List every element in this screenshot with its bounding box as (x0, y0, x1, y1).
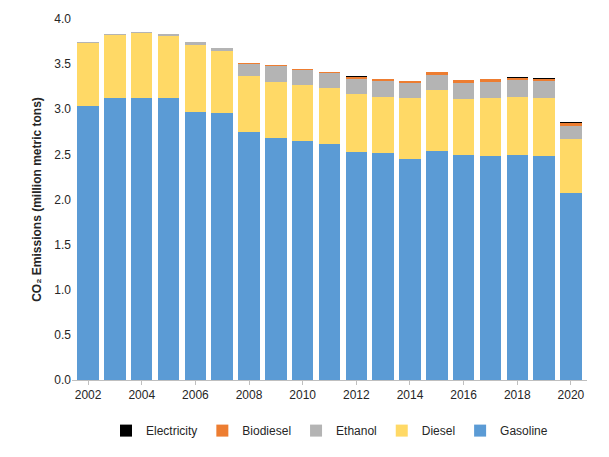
svg-text:2008: 2008 (236, 388, 263, 402)
svg-text:2.5: 2.5 (54, 148, 71, 162)
svg-text:2020: 2020 (558, 388, 585, 402)
svg-text:2014: 2014 (397, 388, 424, 402)
svg-text:0.5: 0.5 (54, 328, 71, 342)
svg-text:2002: 2002 (75, 388, 102, 402)
svg-text:3.5: 3.5 (54, 57, 71, 71)
svg-text:Gasoline: Gasoline (500, 424, 548, 438)
svg-text:Diesel: Diesel (422, 424, 455, 438)
svg-text:2006: 2006 (182, 388, 209, 402)
svg-text:2016: 2016 (450, 388, 477, 402)
svg-text:4.0: 4.0 (54, 12, 71, 26)
svg-text:2004: 2004 (128, 388, 155, 402)
svg-text:1.5: 1.5 (54, 238, 71, 252)
svg-text:Electricity: Electricity (146, 424, 197, 438)
svg-text:2018: 2018 (504, 388, 531, 402)
svg-text:Biodiesel: Biodiesel (242, 424, 291, 438)
svg-text:3.0: 3.0 (54, 102, 71, 116)
svg-text:1.0: 1.0 (54, 283, 71, 297)
svg-text:Ethanol: Ethanol (336, 424, 377, 438)
svg-text:2010: 2010 (289, 388, 316, 402)
svg-text:0.0: 0.0 (54, 373, 71, 387)
svg-text:2012: 2012 (343, 388, 370, 402)
svg-text:CO₂ Emissions (million metric: CO₂ Emissions (million metric tons) (30, 97, 44, 302)
svg-text:2.0: 2.0 (54, 193, 71, 207)
